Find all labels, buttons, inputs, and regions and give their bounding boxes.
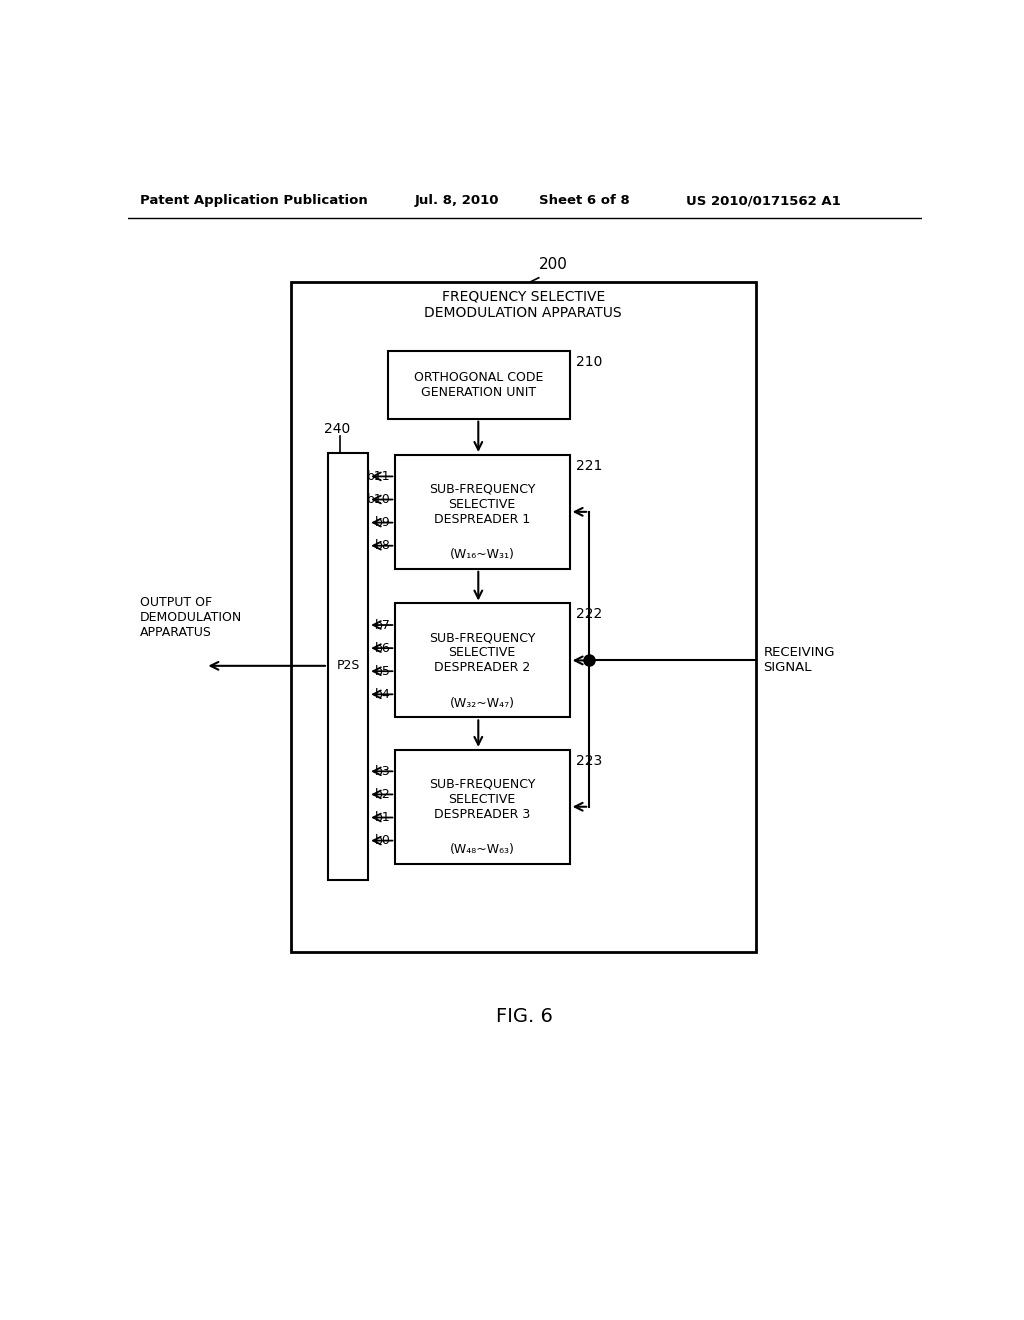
Text: b2: b2	[375, 788, 391, 801]
Bar	[328, 453, 369, 880]
Bar	[291, 281, 756, 952]
Text: 223: 223	[575, 754, 602, 768]
Text: SUB-FREQUENCY
SELECTIVE
DESPREADER 2: SUB-FREQUENCY SELECTIVE DESPREADER 2	[429, 631, 536, 675]
Bar	[388, 351, 569, 418]
Text: b10: b10	[367, 492, 391, 506]
Text: SUB-FREQUENCY
SELECTIVE
DESPREADER 3: SUB-FREQUENCY SELECTIVE DESPREADER 3	[429, 777, 536, 821]
Text: b3: b3	[375, 764, 391, 777]
Text: RECEIVING
SIGNAL: RECEIVING SIGNAL	[764, 647, 835, 675]
Text: FIG. 6: FIG. 6	[497, 1007, 553, 1027]
Text: Sheet 6 of 8: Sheet 6 of 8	[539, 194, 630, 207]
Text: OUTPUT OF
DEMODULATION
APPARATUS: OUTPUT OF DEMODULATION APPARATUS	[139, 595, 242, 639]
Text: b5: b5	[375, 665, 391, 677]
Text: b6: b6	[375, 642, 391, 655]
Text: ORTHOGONAL CODE
GENERATION UNIT: ORTHOGONAL CODE GENERATION UNIT	[414, 371, 543, 399]
Text: (W₃₂~W₄₇): (W₃₂~W₄₇)	[450, 697, 515, 710]
Text: 240: 240	[324, 421, 350, 436]
Text: Jul. 8, 2010: Jul. 8, 2010	[415, 194, 500, 207]
Bar	[395, 455, 569, 569]
Text: FREQUENCY SELECTIVE
DEMODULATION APPARATUS: FREQUENCY SELECTIVE DEMODULATION APPARAT…	[424, 289, 622, 319]
Text: b4: b4	[375, 688, 391, 701]
Text: b11: b11	[367, 470, 391, 483]
Text: b1: b1	[375, 810, 391, 824]
Text: b0: b0	[375, 834, 391, 847]
Text: Patent Application Publication: Patent Application Publication	[139, 194, 368, 207]
Text: P2S: P2S	[337, 659, 359, 672]
Text: (W₄₈~W₆₃): (W₄₈~W₆₃)	[450, 843, 515, 857]
Text: b9: b9	[375, 516, 391, 529]
Bar	[395, 603, 569, 718]
Text: 222: 222	[575, 607, 602, 622]
Bar	[395, 750, 569, 863]
Text: b8: b8	[375, 539, 391, 552]
Text: US 2010/0171562 A1: US 2010/0171562 A1	[686, 194, 841, 207]
Text: (W₁₆~W₃₁): (W₁₆~W₃₁)	[450, 548, 515, 561]
Text: 210: 210	[575, 355, 602, 368]
Text: 200: 200	[539, 257, 567, 272]
Text: SUB-FREQUENCY
SELECTIVE
DESPREADER 1: SUB-FREQUENCY SELECTIVE DESPREADER 1	[429, 483, 536, 525]
Text: b7: b7	[375, 619, 391, 631]
Text: 221: 221	[575, 459, 602, 473]
